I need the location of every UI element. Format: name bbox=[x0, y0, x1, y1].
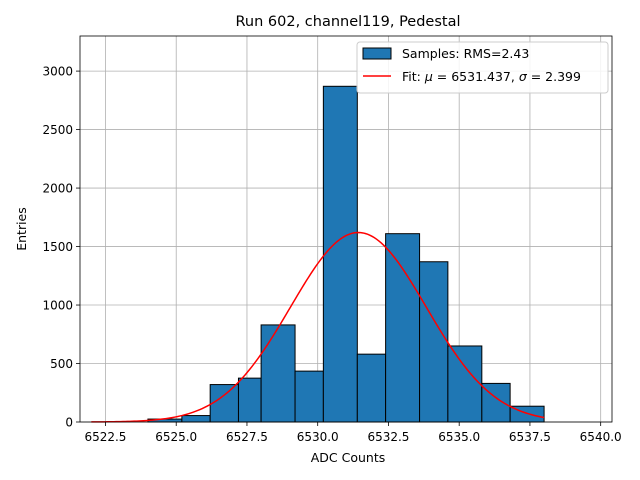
axes-frame bbox=[79, 35, 613, 423]
x-tick-label: 6532.5 bbox=[367, 430, 409, 444]
legend-bar-swatch bbox=[362, 47, 392, 60]
x-tick-label: 6530.0 bbox=[297, 430, 339, 444]
histogram-bar bbox=[419, 261, 449, 423]
legend-fit-prefix: Fit: bbox=[402, 69, 425, 84]
x-tick-label: 6535.0 bbox=[438, 430, 480, 444]
histogram-bar bbox=[356, 353, 387, 423]
histogram-bar bbox=[237, 377, 262, 423]
legend: Samples: RMS=2.43 Fit: μ = 6531.437, σ =… bbox=[356, 41, 609, 94]
x-tick-label: 6537.5 bbox=[509, 430, 551, 444]
x-tick-label: 6527.5 bbox=[226, 430, 268, 444]
legend-item-samples: Samples: RMS=2.43 bbox=[402, 46, 529, 61]
histogram-bar bbox=[385, 233, 421, 423]
x-tick-label: 6540.0 bbox=[580, 430, 622, 444]
legend-fit-sigma-symbol: σ bbox=[519, 69, 528, 84]
histogram-bars bbox=[147, 85, 545, 423]
x-axis-ticks: 6522.5 6525.0 6527.5 6530.0 6532.5 6535.0 6537… bbox=[84, 422, 622, 444]
histogram-bar bbox=[322, 85, 358, 423]
histogram-bar bbox=[181, 415, 211, 423]
legend-fit-sigma-value: = 2.399 bbox=[527, 69, 581, 84]
x-axis-label: ADC Counts bbox=[311, 450, 386, 465]
gaussian-fit-curve bbox=[91, 231, 545, 423]
y-tick-label: 2500 bbox=[42, 123, 73, 137]
legend-item-fit: Fit: μ = 6531.437, σ = 2.399 bbox=[402, 69, 581, 84]
y-axis-ticks: 0 500 1000 1500 2000 2500 3000 bbox=[42, 65, 80, 430]
y-tick-label: 0 bbox=[65, 416, 73, 430]
y-tick-label: 1000 bbox=[42, 299, 73, 313]
legend-fit-mu-symbol: μ bbox=[424, 69, 433, 84]
y-tick-label: 1500 bbox=[42, 240, 73, 254]
legend-fit-mu-value: = 6531.437, bbox=[433, 69, 519, 84]
chart-title: Run 602, channel119, Pedestal bbox=[235, 14, 460, 30]
histogram-bar bbox=[209, 384, 239, 423]
x-tick-label: 6522.5 bbox=[84, 430, 126, 444]
histogram-bar bbox=[447, 345, 483, 423]
histogram-bar bbox=[260, 324, 296, 423]
x-tick-label: 6525.0 bbox=[155, 430, 197, 444]
y-tick-label: 500 bbox=[50, 357, 73, 371]
y-tick-label: 2000 bbox=[42, 182, 73, 196]
y-axis-label: Entries bbox=[14, 207, 29, 251]
histogram-bar bbox=[294, 370, 324, 423]
legend-box bbox=[356, 41, 609, 94]
y-tick-label: 3000 bbox=[42, 65, 73, 79]
